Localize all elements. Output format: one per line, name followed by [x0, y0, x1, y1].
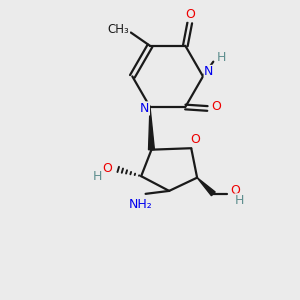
Text: O: O	[211, 100, 221, 113]
Text: O: O	[185, 8, 195, 21]
Text: O: O	[230, 184, 240, 197]
Text: O: O	[102, 162, 112, 175]
Polygon shape	[197, 178, 215, 196]
Text: NH₂: NH₂	[128, 198, 152, 211]
Text: CH₃: CH₃	[108, 22, 129, 35]
Polygon shape	[148, 107, 154, 150]
Text: N: N	[140, 102, 149, 115]
Text: O: O	[190, 134, 200, 146]
Text: H: H	[217, 51, 226, 64]
Text: H: H	[235, 194, 244, 207]
Text: H: H	[92, 170, 102, 183]
Text: N: N	[204, 65, 214, 79]
